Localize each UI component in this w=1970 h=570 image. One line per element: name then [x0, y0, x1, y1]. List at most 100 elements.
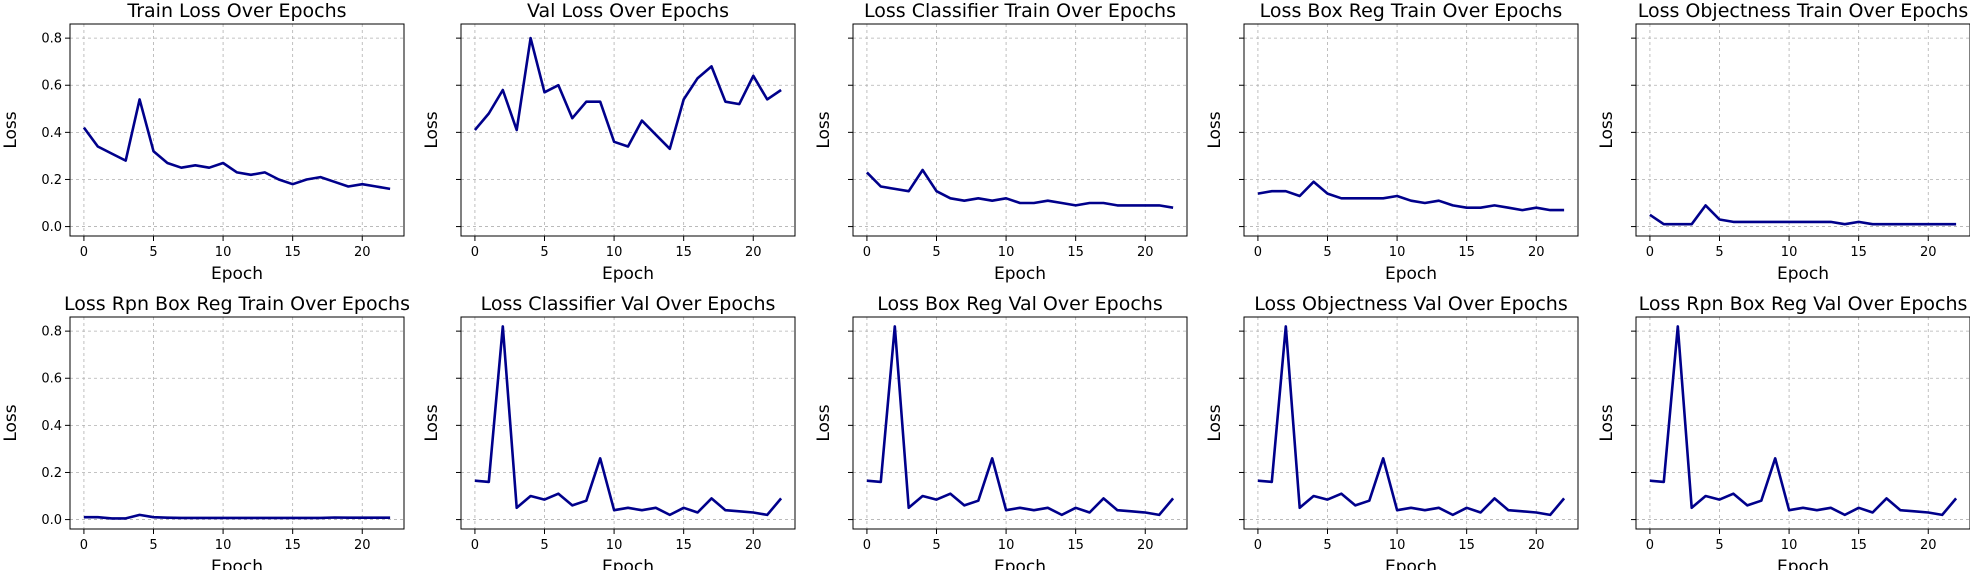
- x-tick-label: 5: [149, 245, 157, 260]
- loss-series-line: [865, 168, 1174, 209]
- x-axis-label: Epoch: [994, 264, 1046, 284]
- x-axis-label: Epoch: [1385, 264, 1437, 284]
- x-tick-label: 10: [1781, 538, 1798, 553]
- x-tick-label: 5: [1323, 538, 1331, 553]
- x-tick-label: 0: [80, 538, 88, 553]
- y-tick-label: 0.8: [41, 32, 62, 47]
- x-axis-label: Epoch: [1777, 264, 1829, 284]
- x-tick-label: 20: [354, 538, 371, 553]
- y-axis-label: Loss: [422, 111, 442, 148]
- plot-frame: [1635, 316, 1970, 530]
- x-axis-label: Epoch: [1385, 557, 1437, 570]
- x-tick-label: 5: [540, 538, 548, 553]
- plot-frame: [460, 23, 796, 237]
- plot-frame: [460, 316, 796, 530]
- plot-frame: [1243, 23, 1579, 237]
- x-tick-label: 10: [1389, 538, 1406, 553]
- x-axis-label: Epoch: [211, 264, 263, 284]
- x-tick-label: 10: [215, 538, 232, 553]
- y-axis-label: Loss: [1597, 404, 1617, 441]
- subplot-title: Loss Objectness Train Over Epochs: [1638, 0, 1969, 22]
- x-axis-label: Epoch: [994, 557, 1046, 570]
- x-tick-label: 15: [1067, 245, 1084, 260]
- subplot-title: Loss Classifier Val Over Epochs: [481, 293, 776, 315]
- subplot-title: Loss Box Reg Val Over Epochs: [877, 293, 1163, 315]
- plot-frame: [1243, 316, 1579, 530]
- loss-series-line: [1257, 325, 1566, 517]
- x-tick-label: 10: [606, 245, 623, 260]
- subplot-title: Val Loss Over Epochs: [527, 0, 729, 22]
- x-tick-label: 5: [1715, 245, 1723, 260]
- x-tick-label: 5: [540, 245, 548, 260]
- x-tick-label: 20: [1920, 538, 1937, 553]
- x-axis-label: Epoch: [211, 557, 263, 570]
- x-tick-label: 0: [80, 245, 88, 260]
- x-axis-label: Epoch: [1777, 557, 1829, 570]
- x-tick-label: 5: [932, 538, 940, 553]
- x-tick-label: 15: [1458, 538, 1475, 553]
- y-tick-label: 0.0: [41, 220, 62, 235]
- subplot-5: 0 5 10 15 20 Loss Objectness Train Over Epoch…: [1597, 0, 1970, 284]
- x-tick-label: 5: [149, 538, 157, 553]
- y-axis-label: Loss: [422, 404, 442, 441]
- subplot-title: Loss Rpn Box Reg Val Over Epochs: [1639, 293, 1968, 315]
- plot-frame: [852, 23, 1188, 237]
- y-tick-label: 0.4: [41, 126, 62, 141]
- x-axis-label: Epoch: [602, 264, 654, 284]
- x-tick-label: 20: [745, 245, 762, 260]
- subplot-7: 0 5 10 15 20 Loss Classifier Val Over Epochs E…: [422, 293, 796, 570]
- plot-frame: [1635, 23, 1970, 237]
- x-tick-label: 0: [471, 538, 479, 553]
- loss-series-line: [82, 98, 391, 191]
- x-tick-label: 15: [675, 245, 692, 260]
- plot-frame: [852, 316, 1188, 530]
- y-tick-label: 0.0: [41, 513, 62, 528]
- x-tick-label: 15: [1458, 245, 1475, 260]
- x-tick-label: 20: [1137, 245, 1154, 260]
- x-tick-label: 0: [863, 538, 871, 553]
- x-tick-label: 20: [1920, 245, 1937, 260]
- x-tick-label: 15: [675, 538, 692, 553]
- loss-series-line: [1649, 204, 1957, 226]
- subplot-8: 0 5 10 15 20 Loss Box Reg Val Over Epochs Epoc…: [814, 293, 1188, 570]
- y-tick-label: 0.2: [41, 173, 62, 188]
- subplot-title: Loss Classifier Train Over Epochs: [864, 0, 1176, 22]
- y-axis-label: Loss: [1205, 111, 1225, 148]
- x-axis-label: Epoch: [602, 557, 654, 570]
- x-tick-label: 15: [284, 245, 301, 260]
- x-tick-label: 20: [1528, 245, 1545, 260]
- x-tick-label: 20: [745, 538, 762, 553]
- x-tick-label: 5: [932, 245, 940, 260]
- x-tick-label: 10: [998, 245, 1015, 260]
- subplot-9: 0 5 10 15 20 Loss Objectness Val Over Epochs E…: [1205, 293, 1579, 570]
- subplot-title: Loss Box Reg Train Over Epochs: [1260, 0, 1563, 22]
- x-tick-label: 10: [215, 245, 232, 260]
- loss-series-line: [474, 325, 783, 517]
- x-tick-label: 5: [1323, 245, 1331, 260]
- loss-series-line: [83, 513, 391, 520]
- x-tick-label: 10: [606, 538, 623, 553]
- subplot-title: Loss Rpn Box Reg Train Over Epochs: [64, 293, 410, 315]
- x-tick-label: 15: [1850, 245, 1867, 260]
- x-tick-label: 0: [863, 245, 871, 260]
- y-tick-label: 0.2: [41, 466, 62, 481]
- y-tick-label: 0.4: [41, 419, 62, 434]
- x-tick-label: 15: [284, 538, 301, 553]
- subplot-title: Train Loss Over Epochs: [126, 0, 346, 22]
- loss-series-line: [473, 36, 782, 151]
- loss-series-line: [1649, 325, 1958, 517]
- x-tick-label: 10: [1781, 245, 1798, 260]
- x-tick-label: 0: [1646, 538, 1654, 553]
- x-tick-label: 0: [1254, 245, 1262, 260]
- y-axis-label: Loss: [1, 111, 21, 148]
- plot-frame: [69, 316, 405, 530]
- y-axis-label: Loss: [1597, 111, 1617, 148]
- y-axis-label: Loss: [1, 404, 21, 441]
- x-tick-label: 20: [1137, 538, 1154, 553]
- y-axis-label: Loss: [814, 404, 834, 441]
- x-tick-label: 15: [1067, 538, 1084, 553]
- loss-series-line: [866, 325, 1175, 517]
- x-tick-label: 20: [1528, 538, 1545, 553]
